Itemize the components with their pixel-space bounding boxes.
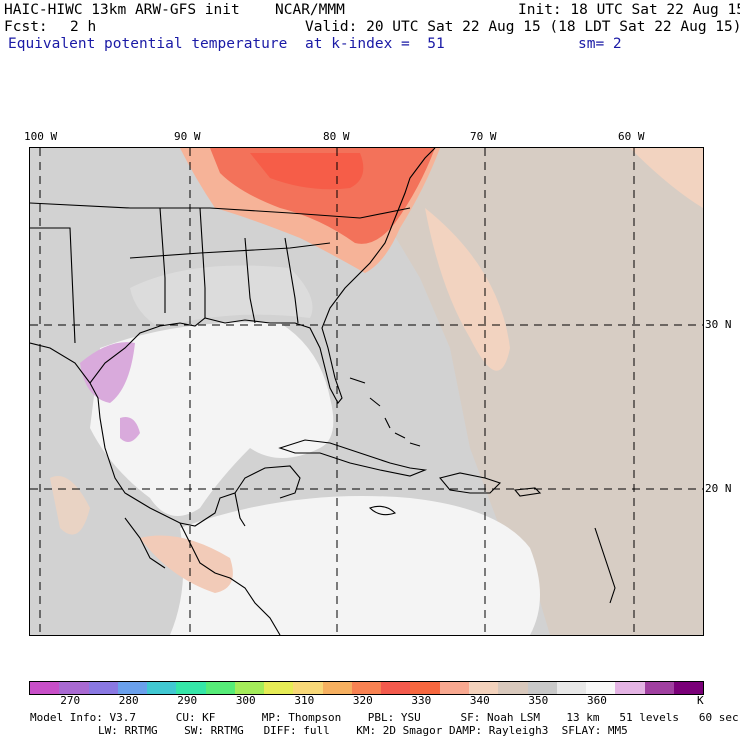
- colorbar-tick-label: 360: [586, 694, 607, 707]
- center-name: NCAR/MMM: [275, 2, 345, 18]
- field-purple-gulf: [120, 417, 140, 442]
- init-time: Init: 18 UTC Sat 22 Aug 15: [518, 2, 740, 18]
- field-warm-central-america: [140, 535, 233, 593]
- colorbar-swatch: [88, 682, 118, 694]
- field-light-east: [630, 148, 703, 208]
- lat-label-20n: 20 N: [705, 482, 732, 495]
- colorbar-tick-label: 270: [60, 694, 81, 707]
- colorbar-swatch: [30, 682, 60, 694]
- lon-label-70w: 70 W: [470, 130, 497, 143]
- colorbar-swatch: [556, 682, 587, 694]
- colorbar: [29, 681, 704, 695]
- graticule: [30, 148, 703, 635]
- colorbar-swatch: [381, 682, 411, 694]
- valid-time: Valid: 20 UTC Sat 22 Aug 15 (18 LDT Sat …: [305, 19, 740, 35]
- colorbar-swatch: [147, 682, 177, 694]
- forecast-hour: 2 h: [70, 19, 97, 35]
- model-info-line2: LW: RRTMG SW: RRTMG DIFF: full KM: 2D Sm…: [98, 724, 628, 737]
- colorbar-swatch: [586, 682, 616, 694]
- colorbar-tick-label: 310: [294, 694, 315, 707]
- field-purple-texas: [80, 342, 135, 403]
- colorbar-tick-label: 320: [352, 694, 373, 707]
- field-gulf-white: [90, 322, 334, 516]
- colorbar-swatch: [234, 682, 265, 694]
- map-panel: [29, 147, 704, 636]
- field-name: Equivalent potential temperature: [8, 36, 288, 52]
- lon-label-60w: 60 W: [618, 130, 645, 143]
- field-lightgray-land: [130, 265, 313, 328]
- colorbar-swatch: [410, 682, 440, 694]
- coastlines: [30, 148, 616, 635]
- colorbar-swatch: [439, 682, 469, 694]
- colorbar-tick-label: 290: [177, 694, 198, 707]
- field-light-plume: [425, 208, 510, 371]
- model-title: HAIC-HIWC 13km ARW-GFS init: [4, 2, 240, 18]
- colorbar-swatch: [176, 682, 206, 694]
- field-warm-mexico: [50, 476, 90, 535]
- field-caribbean-white: [170, 496, 540, 635]
- colorbar-swatch: [117, 682, 148, 694]
- smoothing-label: sm= 2: [578, 36, 622, 52]
- colorbar-tick-label: 280: [118, 694, 139, 707]
- lon-label-90w: 90 W: [174, 130, 201, 143]
- colorbar-swatch: [293, 682, 323, 694]
- level-label: at k-index = 51: [305, 36, 445, 52]
- colorbar-tick-label: 300: [235, 694, 256, 707]
- colorbar-swatch: [59, 682, 89, 694]
- colorbar-swatch: [615, 682, 645, 694]
- lon-label-80w: 80 W: [323, 130, 350, 143]
- forecast-label: Fcst:: [4, 19, 48, 35]
- field-hot-core: [250, 153, 364, 190]
- colorbar-unit: K: [697, 694, 704, 707]
- map-svg: [30, 148, 703, 635]
- lon-label-100w: 100 W: [24, 130, 58, 143]
- colorbar-tick-label: 350: [528, 694, 549, 707]
- model-info-line1: Model Info: V3.7 CU: KF MP: Thompson PBL…: [30, 711, 739, 724]
- colorbar-swatch: [527, 682, 557, 694]
- colorbar-swatch: [322, 682, 352, 694]
- colorbar-swatch: [644, 682, 674, 694]
- colorbar-tick-label: 330: [411, 694, 432, 707]
- colorbar-swatch: [498, 682, 528, 694]
- colorbar-swatch: [468, 682, 499, 694]
- colorbar-swatch: [264, 682, 294, 694]
- colorbar-swatch: [351, 682, 382, 694]
- colorbar-swatch: [673, 682, 704, 694]
- colorbar-swatch: [205, 682, 235, 694]
- lat-label-30n: 30 N: [705, 318, 732, 331]
- colorbar-tick-label: 340: [469, 694, 490, 707]
